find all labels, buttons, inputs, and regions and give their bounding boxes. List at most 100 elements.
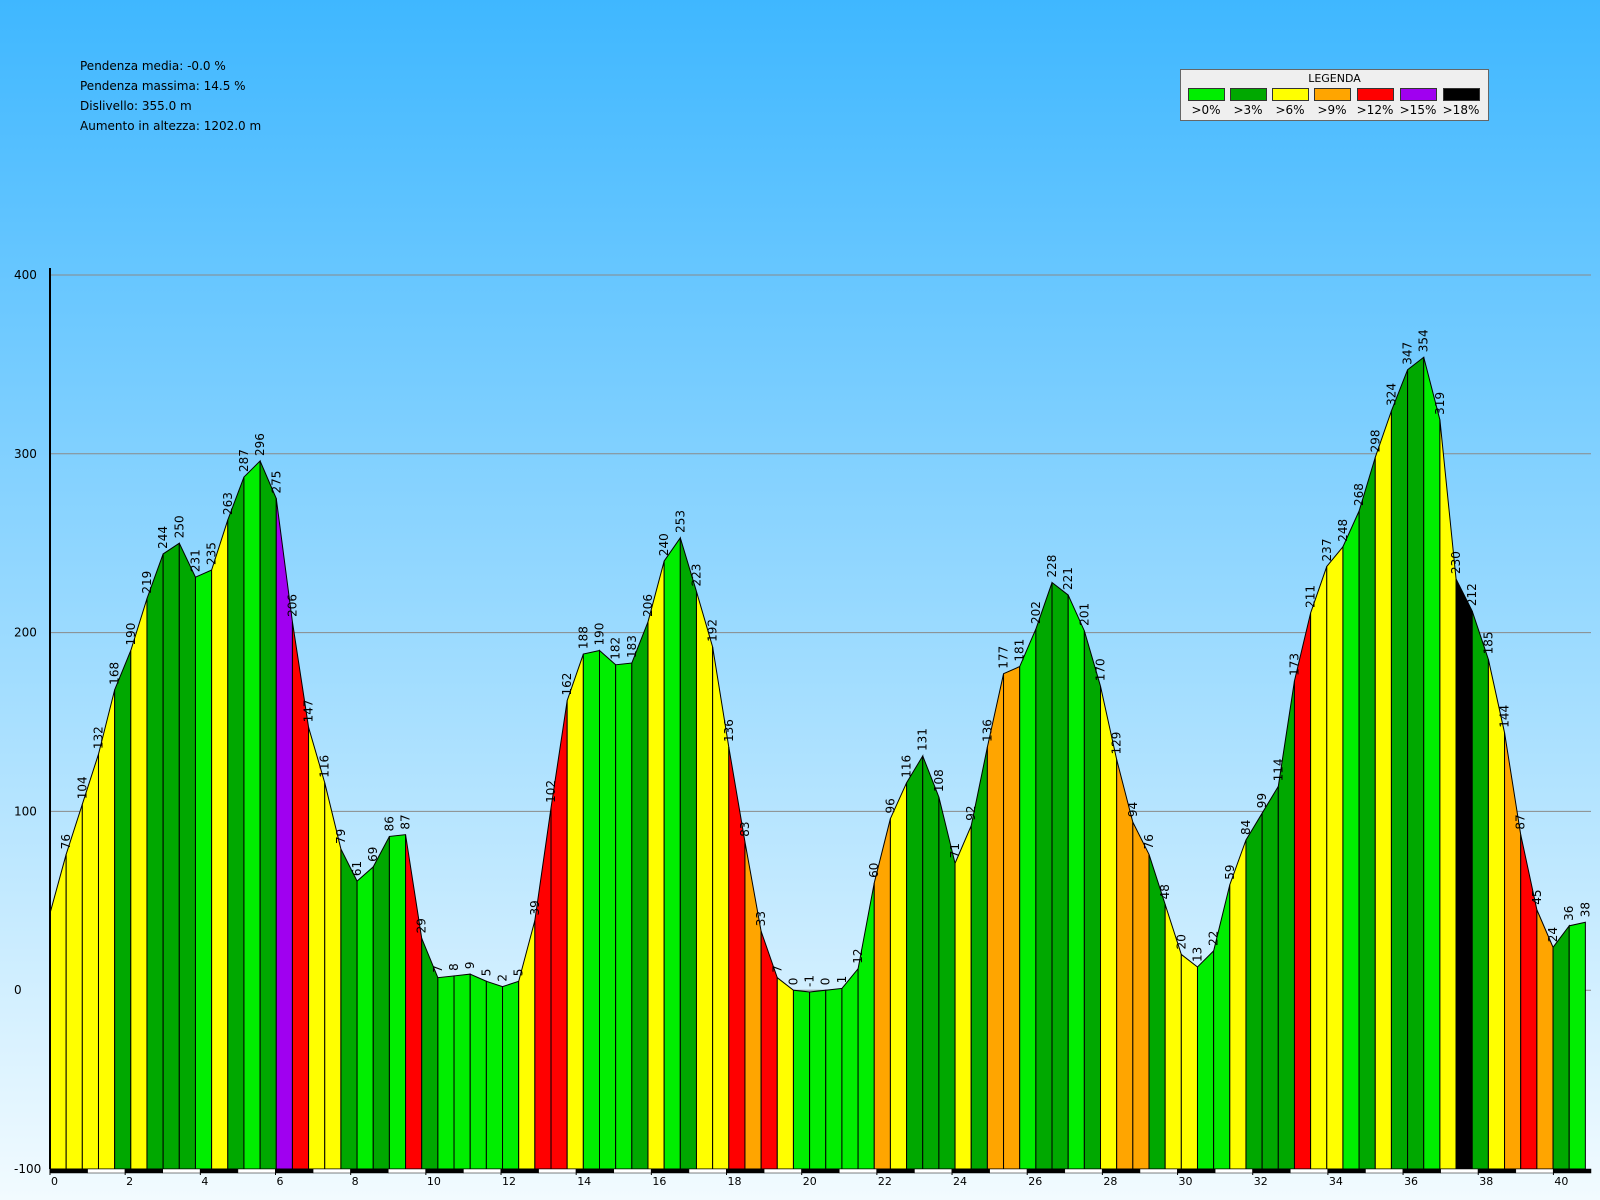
elevation-label: 12 [851, 948, 865, 963]
distance-bar-segment [87, 1168, 126, 1174]
legend-item-4: >12% [1354, 88, 1396, 117]
elevation-label: 69 [366, 847, 380, 862]
elevation-label: 250 [172, 515, 186, 538]
profile-segment [1520, 834, 1538, 1170]
distance-bar-segment [388, 1168, 427, 1174]
x-tick-label: 22 [878, 1175, 892, 1188]
elevation-label: 275 [269, 471, 283, 494]
legend-item-6: >18% [1440, 88, 1482, 117]
y-tick-label: 400 [14, 268, 37, 282]
distance-bar-segment [1026, 1168, 1066, 1174]
profile-segment [1536, 909, 1554, 1170]
elevation-label: 22 [1207, 931, 1221, 946]
legend-label: >3% [1233, 103, 1263, 117]
profile-segment [550, 700, 568, 1170]
elevation-label: 190 [592, 623, 606, 646]
profile-segment [1293, 612, 1312, 1170]
elevation-label: 0 [819, 978, 833, 986]
distance-bar-segment [463, 1168, 502, 1174]
elevation-label: 87 [1514, 814, 1528, 829]
profile-segment [1358, 457, 1376, 1170]
elevation-label: 183 [625, 635, 639, 658]
legend-item-5: >15% [1397, 88, 1439, 117]
legend-label: >15% [1399, 103, 1437, 117]
profile-segment [792, 989, 811, 1170]
distance-bar-segment [350, 1168, 389, 1174]
elevation-label: 79 [334, 829, 348, 844]
elevation-label: 116 [318, 755, 332, 778]
elevation-label: 182 [609, 637, 623, 660]
elevation-label: 33 [754, 911, 768, 926]
x-tick-label: 34 [1329, 1175, 1343, 1188]
elevation-label: 9 [463, 961, 477, 969]
elevation-label: 177 [997, 646, 1011, 669]
profile-segment [243, 459, 261, 1170]
x-tick-label: 4 [201, 1175, 208, 1188]
elevation-label: 136 [722, 719, 736, 742]
profile-segment [1374, 410, 1392, 1170]
legend-label: >18% [1442, 103, 1480, 117]
distance-bar-segment [1290, 1168, 1329, 1174]
elevation-label: 287 [237, 449, 251, 472]
distance-bar-segment [989, 1168, 1028, 1174]
profile-segment [178, 542, 196, 1170]
elevation-label: 71 [948, 843, 962, 858]
profile-segment [1390, 369, 1409, 1170]
elevation-label: 221 [1061, 567, 1075, 590]
distance-bar-segment [1214, 1168, 1253, 1174]
elevation-label: 29 [415, 918, 429, 933]
profile-segment [647, 560, 665, 1170]
profile-segment [1116, 759, 1134, 1170]
elevation-label: 240 [657, 533, 671, 556]
profile-segment [776, 976, 794, 1170]
profile-segment [1504, 732, 1522, 1170]
legend-label: >9% [1317, 103, 1347, 117]
profile-segment [1487, 659, 1506, 1170]
elevation-label: 5 [512, 969, 526, 977]
profile-segment [1132, 821, 1150, 1170]
profile-segment [857, 882, 875, 1170]
profile-segment [340, 848, 358, 1170]
legend-swatch [1356, 88, 1394, 101]
elevation-label: 102 [544, 780, 558, 803]
profile-segment [1019, 628, 1037, 1170]
elevation-label: 94 [1126, 802, 1140, 817]
elevation-label: 92 [964, 805, 978, 820]
distance-bar-segment [1252, 1168, 1291, 1174]
stat-average-slope: Pendenza media: -0.0 % [80, 59, 226, 73]
elevation-label: 7 [770, 965, 784, 973]
x-tick-label: 36 [1404, 1175, 1418, 1188]
elevation-label: 76 [59, 834, 73, 849]
x-tick-label: 40 [1554, 1175, 1568, 1188]
elevation-label: 108 [932, 769, 946, 792]
elevation-label: 61 [350, 861, 364, 876]
elevation-label: 244 [156, 526, 170, 549]
x-tick-label: 6 [277, 1175, 284, 1188]
distance-bar-segment [162, 1168, 201, 1174]
elevation-label: 296 [253, 433, 267, 456]
elevation-label: 324 [1384, 383, 1398, 406]
profile-segment [1083, 630, 1102, 1170]
profile-segment [162, 542, 180, 1170]
elevation-label: 298 [1368, 429, 1382, 452]
stat-elevation-difference: Dislivello: 355.0 m [80, 99, 192, 113]
stats-panel: Pendenza media: -0.0 % Pendenza massima:… [80, 56, 261, 136]
profile-segment [65, 804, 83, 1170]
x-tick-label: 18 [728, 1175, 742, 1188]
distance-bar-segment [1553, 1168, 1592, 1174]
x-tick-label: 14 [577, 1175, 591, 1188]
legend-swatch [1271, 88, 1309, 101]
profile-segment [1196, 949, 1215, 1170]
profile-segment [1180, 953, 1198, 1170]
profile-segment [146, 553, 164, 1170]
elevation-label: 84 [1239, 820, 1253, 835]
elevation-label: 24 [1546, 927, 1560, 942]
profile-segment [227, 476, 245, 1170]
elevation-label: 263 [221, 492, 235, 515]
x-tick-label: 28 [1103, 1175, 1117, 1188]
profile-segment [1342, 510, 1360, 1170]
x-tick-label: 32 [1254, 1175, 1268, 1188]
elevation-label: 212 [1465, 583, 1479, 606]
x-tick-label: 12 [502, 1175, 516, 1188]
